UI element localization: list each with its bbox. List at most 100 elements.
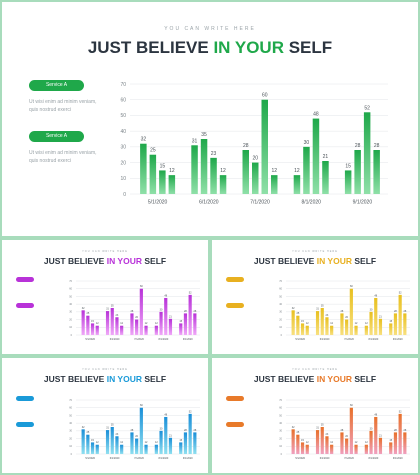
data-label: 60 — [262, 93, 268, 99]
x-tick-label: 9/1/2020 — [353, 200, 373, 206]
bar — [378, 318, 383, 335]
data-label: 31 — [192, 138, 198, 144]
data-label: 21 — [323, 154, 329, 160]
y-tick-label: 40 — [279, 422, 282, 425]
service-pill-2[interactable] — [16, 303, 34, 308]
bar — [252, 162, 259, 194]
service-pill-2[interactable] — [226, 303, 244, 308]
bar — [325, 436, 329, 454]
y-tick-label: 60 — [69, 288, 72, 291]
bar — [90, 442, 95, 454]
bar — [300, 323, 305, 335]
data-label: 48 — [374, 413, 377, 416]
data-label: 12 — [330, 322, 333, 325]
service-pill-2[interactable] — [226, 422, 244, 427]
data-label: 21 — [169, 434, 172, 437]
bar — [322, 161, 329, 194]
bar — [345, 319, 349, 335]
data-label: 52 — [189, 410, 192, 413]
data-label: 12 — [306, 441, 309, 444]
bar — [159, 170, 166, 194]
bar — [374, 297, 378, 335]
bar — [159, 311, 163, 335]
bar — [345, 438, 349, 454]
bar — [305, 444, 309, 454]
bar — [139, 288, 143, 335]
data-label: 15 — [389, 439, 392, 442]
data-label: 12 — [120, 441, 123, 444]
bar — [120, 444, 124, 454]
bar — [159, 430, 163, 454]
data-label: 20 — [345, 316, 348, 319]
data-label: 60 — [140, 285, 143, 288]
variant-slide-orange: YOU CAN WRITE HERE JUST BELIEVE IN YOUR … — [210, 356, 420, 475]
bar — [349, 407, 353, 454]
data-label: 60 — [350, 404, 353, 407]
data-label: 20 — [135, 316, 138, 319]
bar — [179, 442, 183, 454]
data-label: 12 — [271, 168, 277, 174]
service-pill-1[interactable] — [16, 277, 34, 282]
bar — [354, 325, 358, 335]
service-pill-1[interactable] — [16, 396, 34, 401]
main-slide: YOU CAN WRITE HERE JUST BELIEVE IN YOUR … — [0, 0, 420, 238]
data-label: 12 — [145, 322, 148, 325]
bar — [110, 427, 114, 454]
bar — [315, 430, 320, 454]
data-label: 21 — [379, 434, 382, 437]
bar — [188, 413, 192, 454]
service-pill-1[interactable] — [226, 277, 244, 282]
data-label: 28 — [131, 429, 134, 432]
bar — [364, 325, 368, 335]
x-tick-label: 7/1/2020 — [344, 338, 354, 341]
bar — [200, 139, 208, 194]
bar — [312, 118, 320, 194]
bar — [90, 323, 95, 335]
title-part-1: JUST BELIEVE — [253, 374, 317, 384]
bar — [315, 311, 320, 335]
service-pill-2[interactable]: Service A — [29, 131, 84, 142]
bar — [373, 150, 380, 194]
data-label: 12 — [96, 441, 99, 444]
bar — [130, 432, 134, 454]
data-label: 12 — [155, 322, 158, 325]
data-label: 25 — [86, 312, 89, 315]
x-tick-label: 9/1/2020 — [393, 338, 403, 341]
y-tick-label: 20 — [279, 437, 282, 440]
bar — [403, 313, 407, 335]
y-tick-label: 70 — [120, 82, 126, 88]
bar — [139, 407, 143, 454]
data-label: 25 — [150, 148, 156, 154]
y-tick-label: 0 — [123, 192, 126, 198]
bar — [340, 432, 344, 454]
service-desc-1-line-1: Ut wisi enim ad minim veniam, — [29, 99, 97, 105]
data-label: 15 — [345, 163, 351, 169]
data-label: 28 — [403, 429, 406, 432]
data-label: 15 — [91, 320, 94, 323]
y-tick-label: 50 — [279, 295, 282, 298]
bar — [369, 430, 373, 454]
x-tick-label: 5/1/2020 — [295, 338, 305, 341]
y-tick-label: 70 — [279, 280, 282, 283]
service-pill-1[interactable]: Service A — [29, 80, 84, 91]
slide-kicker: YOU CAN WRITE HERE — [82, 368, 128, 371]
data-label: 28 — [341, 310, 344, 313]
bar — [330, 325, 334, 335]
data-label: 12 — [306, 322, 309, 325]
y-tick-label: 0 — [71, 453, 73, 456]
data-label: 28 — [131, 310, 134, 313]
x-tick-label: 6/1/2020 — [199, 200, 219, 206]
data-label: 21 — [169, 315, 172, 318]
bar — [293, 175, 301, 194]
bar — [105, 311, 110, 335]
bar — [105, 430, 110, 454]
service-pill-1[interactable] — [226, 396, 244, 401]
y-tick-label: 30 — [69, 430, 72, 433]
data-label: 23 — [211, 151, 217, 157]
bar — [354, 150, 361, 194]
slide-kicker: YOU CAN WRITE HERE — [164, 26, 256, 32]
data-label: 15 — [91, 439, 94, 442]
data-label: 28 — [355, 143, 361, 149]
data-label: 31 — [106, 308, 109, 311]
service-pill-2[interactable] — [16, 422, 34, 427]
